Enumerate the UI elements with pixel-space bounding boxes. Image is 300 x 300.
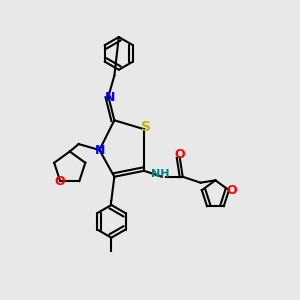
Text: O: O bbox=[55, 175, 65, 188]
Text: NH: NH bbox=[151, 169, 170, 179]
Text: N: N bbox=[105, 92, 115, 104]
Text: S: S bbox=[141, 120, 152, 134]
Text: N: N bbox=[95, 143, 106, 157]
Text: O: O bbox=[226, 184, 237, 197]
Text: O: O bbox=[174, 148, 185, 161]
